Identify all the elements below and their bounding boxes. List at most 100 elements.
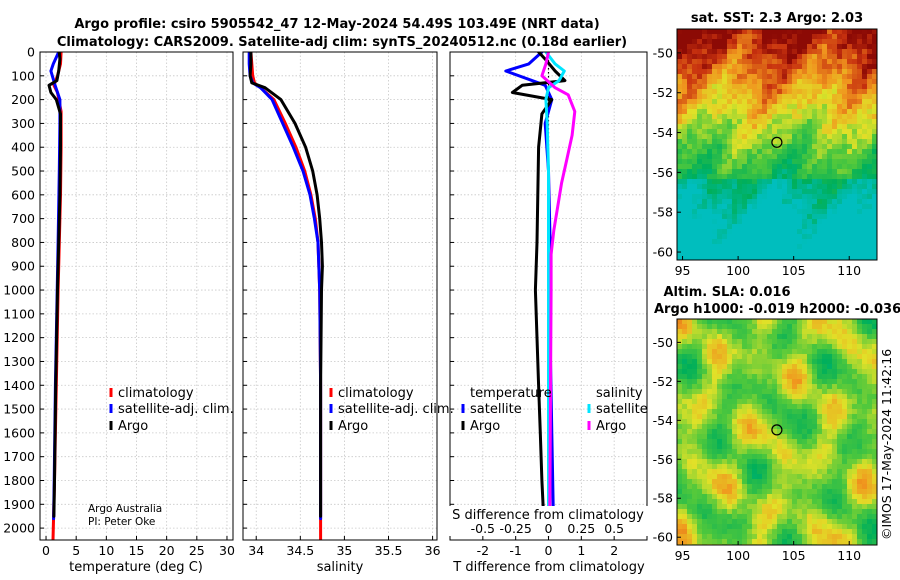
map-cell bbox=[767, 424, 773, 430]
map-cell bbox=[737, 74, 743, 80]
map-cell bbox=[792, 439, 798, 445]
map-cell bbox=[682, 389, 688, 395]
map-cell bbox=[767, 459, 773, 465]
map-cell bbox=[792, 334, 798, 340]
map-cell bbox=[847, 244, 853, 250]
map-cell bbox=[737, 144, 743, 150]
map-cell bbox=[842, 494, 848, 500]
map-cell bbox=[847, 364, 853, 370]
depth-tick-label: 1200 bbox=[3, 330, 35, 345]
map-cell bbox=[732, 354, 738, 360]
map-cell bbox=[762, 49, 768, 55]
map-cell bbox=[732, 69, 738, 75]
map-cell bbox=[732, 214, 738, 220]
map-cell bbox=[802, 44, 808, 50]
map-cell bbox=[842, 344, 848, 350]
map-cell bbox=[742, 54, 748, 60]
map-cell bbox=[852, 364, 858, 370]
map-cell bbox=[732, 449, 738, 455]
map-cell bbox=[747, 449, 753, 455]
map-cell bbox=[777, 99, 783, 105]
map-cell bbox=[802, 204, 808, 210]
map-cell bbox=[682, 364, 688, 370]
map-cell bbox=[712, 254, 718, 260]
map-cell bbox=[747, 144, 753, 150]
map-cell bbox=[817, 539, 823, 545]
map-cell bbox=[762, 219, 768, 225]
map-cell bbox=[782, 174, 788, 180]
map-cell bbox=[837, 64, 843, 70]
map-cell bbox=[722, 354, 728, 360]
map-cell bbox=[692, 114, 698, 120]
map-cell bbox=[792, 374, 798, 380]
map-cell bbox=[677, 144, 683, 150]
map-cell bbox=[782, 349, 788, 355]
map-cell bbox=[822, 509, 828, 515]
map-cell bbox=[867, 439, 873, 445]
map-cell bbox=[782, 214, 788, 220]
map-cell bbox=[847, 439, 853, 445]
map-cell bbox=[727, 164, 733, 170]
map-cell bbox=[717, 234, 723, 240]
map-cell bbox=[802, 474, 808, 480]
map-cell bbox=[762, 254, 768, 260]
map-cell bbox=[852, 529, 858, 535]
map-cell bbox=[827, 194, 833, 200]
map-cell bbox=[832, 199, 838, 205]
temperature-grid bbox=[40, 51, 233, 540]
map-cell bbox=[687, 429, 693, 435]
map-cell bbox=[677, 139, 683, 145]
map-y-tick-label: -50 bbox=[653, 45, 673, 60]
map-cell bbox=[822, 84, 828, 90]
map-cell bbox=[857, 79, 863, 85]
map-cell bbox=[717, 189, 723, 195]
map-cell bbox=[802, 174, 808, 180]
map-cell bbox=[837, 104, 843, 110]
map-cell bbox=[752, 149, 758, 155]
map-cell bbox=[862, 374, 868, 380]
map-cell bbox=[742, 29, 748, 35]
map-cell bbox=[812, 224, 818, 230]
map-cell bbox=[687, 499, 693, 505]
map-cell bbox=[737, 149, 743, 155]
map-cell bbox=[717, 419, 723, 425]
map-cell bbox=[752, 394, 758, 400]
map-cell bbox=[692, 504, 698, 510]
map-cell bbox=[687, 539, 693, 545]
map-cell bbox=[702, 319, 708, 325]
map-cell bbox=[827, 254, 833, 260]
map-cell bbox=[742, 49, 748, 55]
map-cell bbox=[827, 479, 833, 485]
map-cell bbox=[687, 434, 693, 440]
map-cell bbox=[742, 119, 748, 125]
map-cell bbox=[722, 414, 728, 420]
map-cell bbox=[812, 179, 818, 185]
map-cell bbox=[832, 104, 838, 110]
map-cell bbox=[837, 184, 843, 190]
map-cell bbox=[777, 519, 783, 525]
map-cell bbox=[872, 54, 877, 60]
map-cell bbox=[857, 439, 863, 445]
map-cell bbox=[752, 424, 758, 430]
map-cell bbox=[837, 384, 843, 390]
map-cell bbox=[857, 119, 863, 125]
map-cell bbox=[822, 454, 828, 460]
map-cell bbox=[832, 344, 838, 350]
map-cell bbox=[752, 439, 758, 445]
map-cell bbox=[807, 129, 813, 135]
map-cell bbox=[682, 434, 688, 440]
map-cell bbox=[677, 94, 683, 100]
map-cell bbox=[827, 394, 833, 400]
map-cell bbox=[737, 399, 743, 405]
map-cell bbox=[757, 339, 763, 345]
map-cell bbox=[812, 44, 818, 50]
map-cell bbox=[722, 419, 728, 425]
map-cell bbox=[817, 384, 823, 390]
map-cell bbox=[762, 504, 768, 510]
map-cell bbox=[757, 534, 763, 540]
map-cell bbox=[832, 154, 838, 160]
map-cell bbox=[732, 329, 738, 335]
map-cell bbox=[762, 499, 768, 505]
map-cell bbox=[707, 454, 713, 460]
map-cell bbox=[722, 129, 728, 135]
